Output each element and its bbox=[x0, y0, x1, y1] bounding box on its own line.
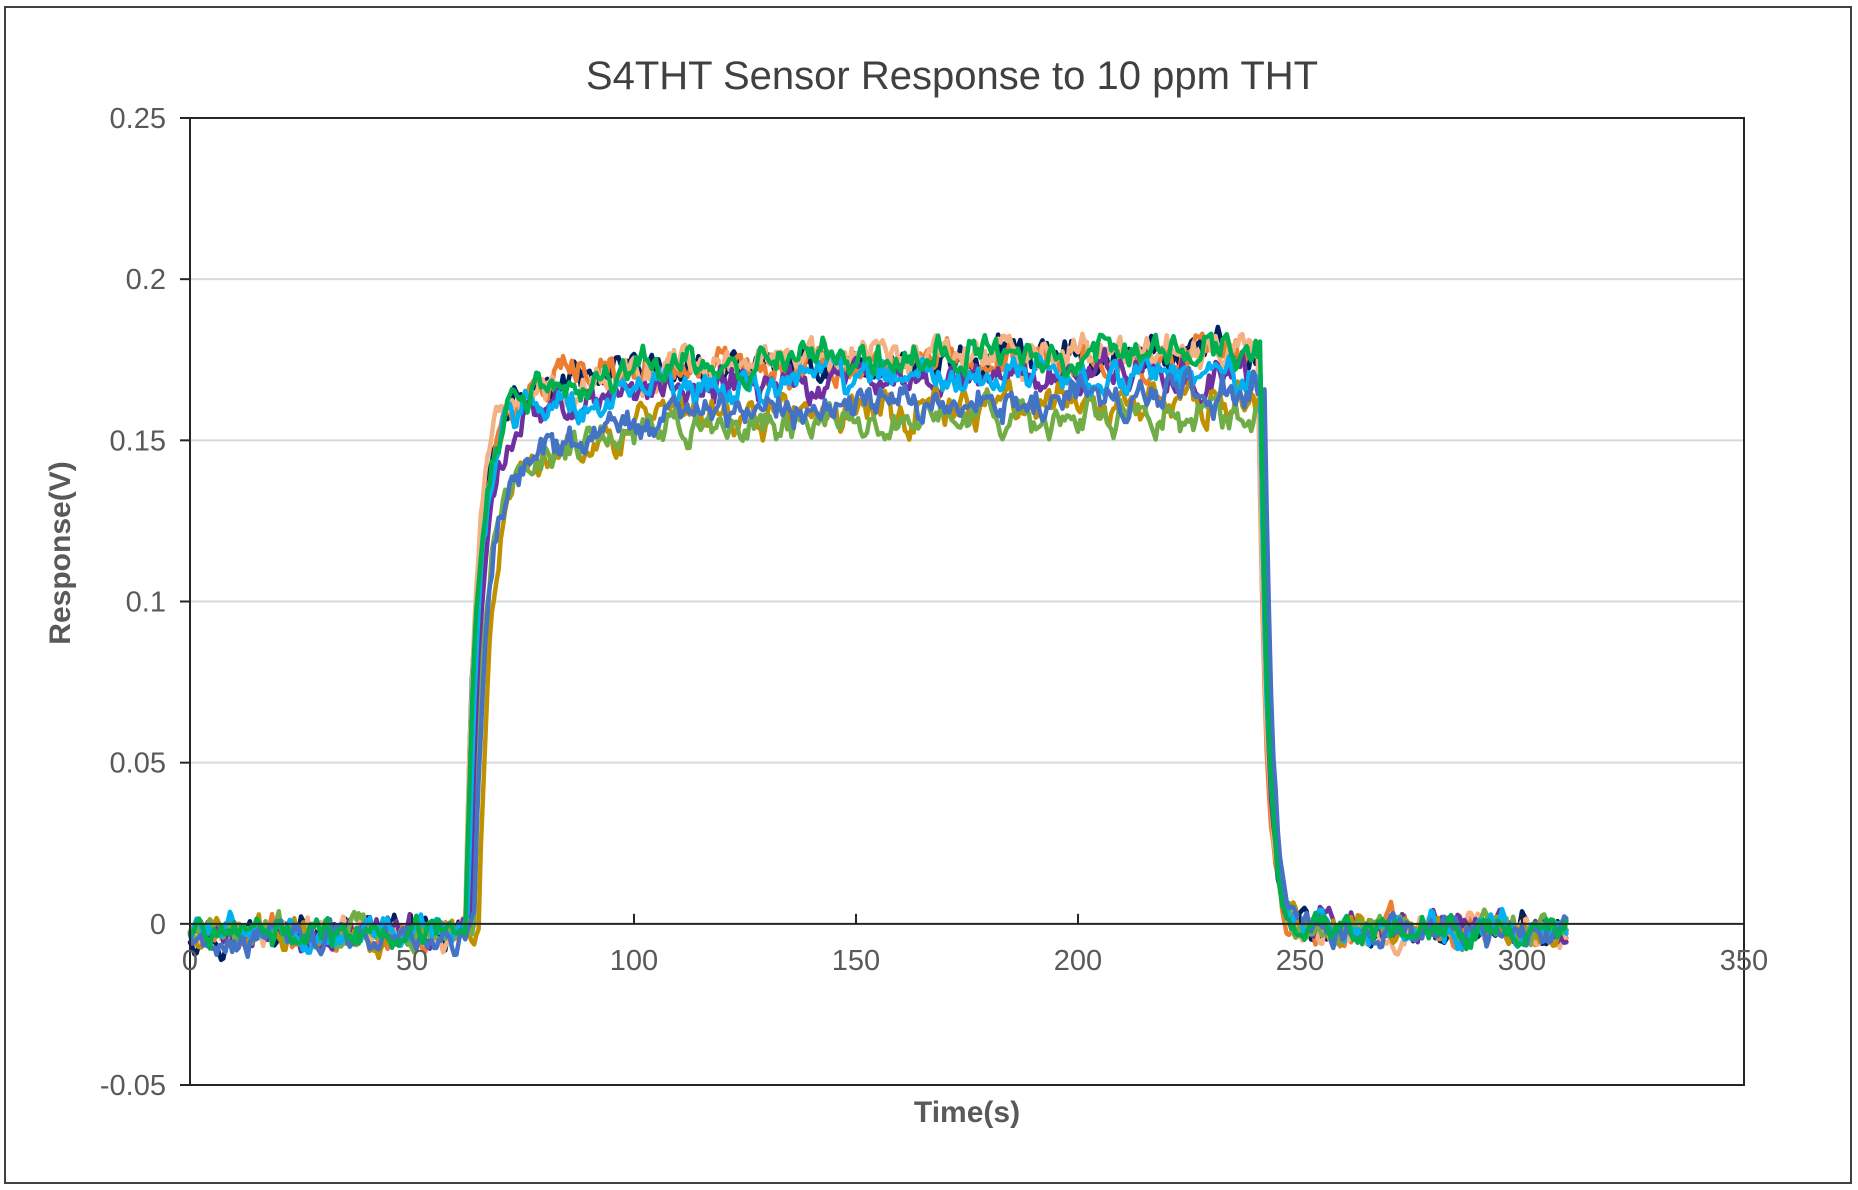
y-tick-label: 0.05 bbox=[110, 748, 166, 780]
series-line-5 bbox=[187, 373, 1569, 961]
y-tick-label: 0.2 bbox=[126, 264, 166, 296]
series-group bbox=[187, 324, 1569, 963]
tick-labels: -0.05 0 0.05 0.1 0.15 0.2 0.25 0 50 100 150 200 250 3… bbox=[100, 103, 1768, 1102]
chart-title: S4THT Sensor Response to 10 ppm THT bbox=[586, 54, 1318, 98]
y-tick-label: 0 bbox=[150, 909, 166, 941]
y-axis-title: Response(V) bbox=[44, 461, 77, 644]
x-tick-label: 150 bbox=[832, 945, 880, 977]
x-tick-label: 200 bbox=[1054, 945, 1102, 977]
x-tick-label: 50 bbox=[396, 945, 428, 977]
series-line-6 bbox=[187, 388, 1569, 955]
series-line-1 bbox=[187, 324, 1569, 963]
x-axis-title: Time(s) bbox=[914, 1096, 1020, 1129]
x-tick-label: 100 bbox=[610, 945, 658, 977]
series-line-7 bbox=[187, 350, 1569, 955]
y-tick-label: 0.1 bbox=[126, 587, 166, 619]
series-line-9 bbox=[187, 331, 1569, 952]
series-line-8 bbox=[187, 366, 1569, 960]
x-tick-label: 350 bbox=[1720, 945, 1768, 977]
x-tick-label: 250 bbox=[1276, 945, 1324, 977]
y-tick-label: -0.05 bbox=[100, 1070, 166, 1102]
y-tick-label: 0.15 bbox=[110, 425, 166, 457]
x-tick-label: 300 bbox=[1498, 945, 1546, 977]
chart-frame bbox=[4, 6, 1852, 1184]
x-tick-label: 0 bbox=[182, 945, 198, 977]
y-tick-label: 0.25 bbox=[110, 103, 166, 135]
